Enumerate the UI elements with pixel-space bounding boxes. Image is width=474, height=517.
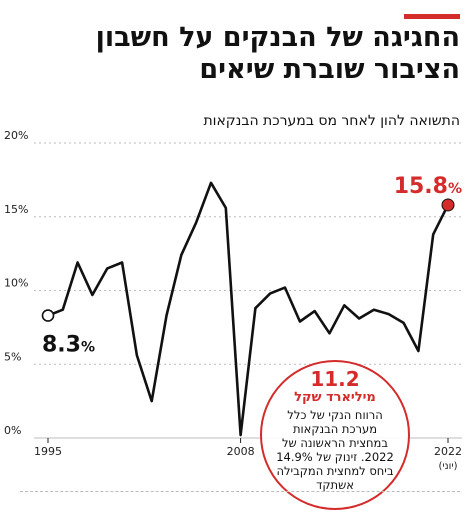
callout-unit: מיליארד שקל — [294, 390, 376, 405]
x-tick-sublabel: (יוני) — [438, 461, 457, 472]
x-tick-label: 2008 — [227, 445, 255, 458]
start-value-label: 8.3% — [42, 333, 95, 358]
accent-bar — [404, 14, 460, 19]
headline: החגיגה של הבנקים על חשבון הציבור שוברת ש… — [95, 22, 460, 85]
series-line — [47, 181, 450, 437]
y-tick-label: 0% — [4, 424, 21, 437]
bottom-divider — [20, 491, 460, 492]
end-point-marker — [441, 198, 455, 212]
chart-subtitle: התשואה להון לאחר מס במערכת הבנקאות — [203, 113, 460, 129]
callout-text: הרווח הנקי של כלל מערכת הבנקאות במחצית ה… — [276, 408, 394, 492]
y-tick-label: 20% — [4, 129, 28, 142]
y-tick-label: 10% — [4, 277, 28, 290]
x-tick-label: 1995 — [34, 445, 62, 458]
y-tick-label: 15% — [4, 203, 28, 216]
x-tick-label: 2022 — [434, 445, 462, 458]
y-tick-label: 5% — [4, 350, 21, 363]
end-value-label: 15.8% — [394, 174, 462, 199]
start-point-marker — [41, 309, 55, 322]
profit-callout: 11.2 מיליארד שקל הרווח הנקי של כלל מערכת… — [260, 360, 410, 510]
callout-value: 11.2 — [310, 367, 360, 391]
